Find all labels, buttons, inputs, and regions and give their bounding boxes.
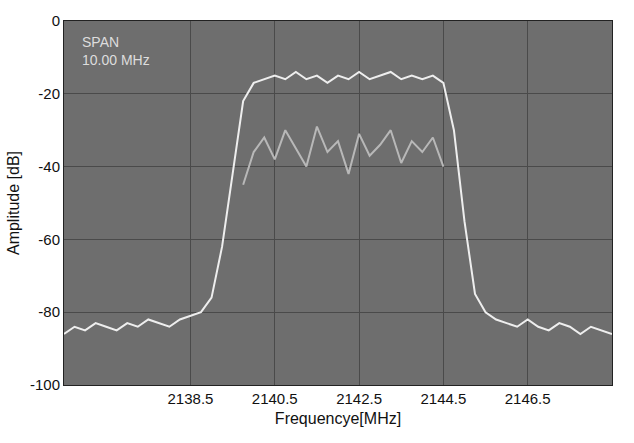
- svg-text:2144.5: 2144.5: [420, 390, 466, 407]
- svg-text:2140.5: 2140.5: [252, 390, 298, 407]
- svg-text:SPAN10.00 MHz: SPAN10.00 MHz: [82, 34, 150, 68]
- svg-text:2138.5: 2138.5: [168, 390, 214, 407]
- svg-text:-20: -20: [38, 85, 60, 102]
- svg-text:Frequencye[MHz]: Frequencye[MHz]: [275, 410, 401, 427]
- svg-text:2146.5: 2146.5: [505, 390, 551, 407]
- svg-text:0: 0: [52, 12, 60, 29]
- svg-text:-100: -100: [30, 376, 60, 393]
- svg-text:-80: -80: [38, 303, 60, 320]
- svg-text:-60: -60: [38, 231, 60, 248]
- svg-text:2142.5: 2142.5: [336, 390, 382, 407]
- svg-text:-40: -40: [38, 158, 60, 175]
- svg-text:Amplitude [dB]: Amplitude [dB]: [5, 151, 22, 255]
